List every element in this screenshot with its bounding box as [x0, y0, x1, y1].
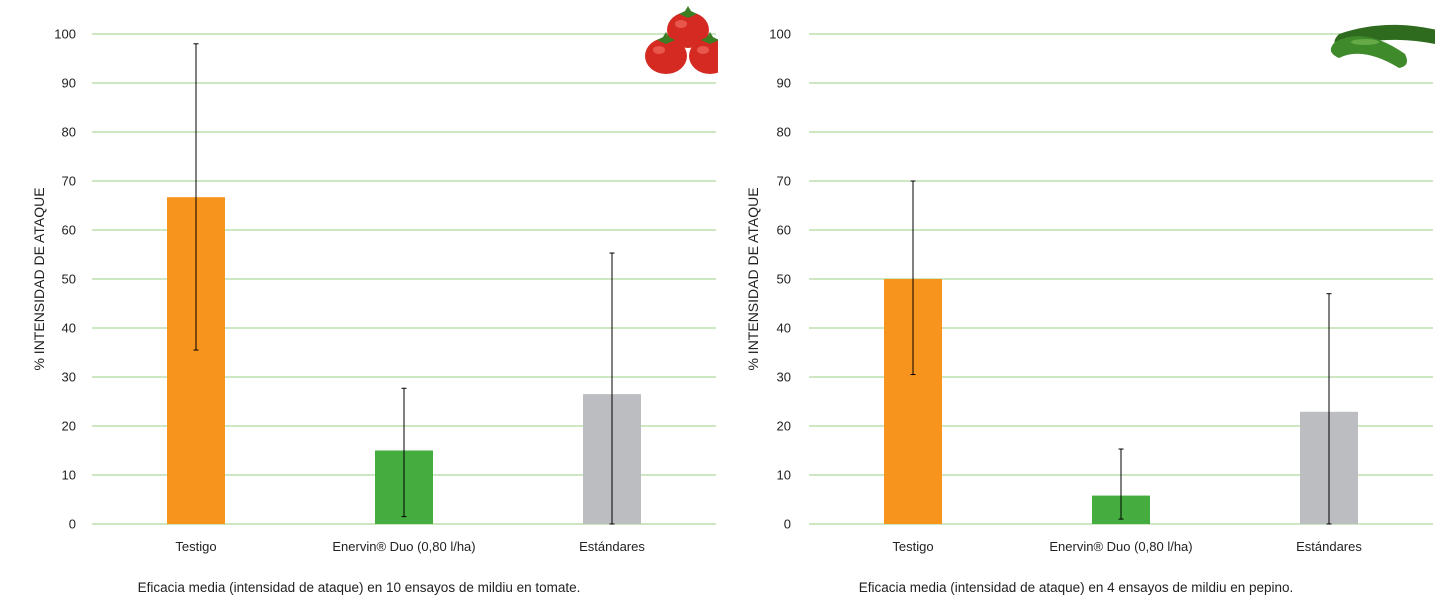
y-tick-label: 40 [62, 321, 76, 336]
x-category-label: Testigo [892, 539, 933, 554]
tomato-calyx [679, 6, 697, 18]
y-tick-label: 0 [69, 517, 76, 532]
tomato-calyx [657, 32, 675, 44]
y-tick-label: 30 [62, 370, 76, 385]
y-tick-label: 10 [62, 468, 76, 483]
chart-panel-cucumber: 0 10 20 30 40 50 60 70 80 90 100 % INTENSIDAD DE AT… [717, 0, 1435, 599]
y-tick-label: 80 [777, 125, 791, 140]
y-tick-label: 90 [62, 76, 76, 91]
tomato-highlight [675, 20, 687, 28]
chart-caption: Eficacia media (intensidad de ataque) en… [858, 580, 1294, 595]
cucumber-body [1330, 36, 1407, 68]
x-category-label: Estándares [579, 539, 645, 554]
tomato-highlight [697, 46, 709, 54]
y-axis-label: % INTENSIDAD DE ATAQUE [31, 187, 47, 370]
y-tick-label: 10 [777, 468, 791, 483]
chart-caption: Eficacia media (intensidad de ataque) en… [137, 580, 581, 595]
bar-chart-tomato: 0 10 20 30 40 50 60 70 80 90 100 % INTENSIDAD DE AT… [31, 6, 718, 554]
cucumber-icon [1330, 24, 1435, 68]
y-tick-label: 100 [769, 27, 791, 42]
y-tick-label: 70 [777, 174, 791, 189]
y-tick-label: 90 [777, 76, 791, 91]
y-tick-label: 80 [62, 125, 76, 140]
tomato-highlight [653, 46, 665, 54]
tomato-icon [645, 6, 718, 74]
tomato-fruit [689, 38, 718, 74]
chart-panel-tomato: 0 10 20 30 40 50 60 70 80 90 100 % INTENSIDAD DE AT… [31, 6, 718, 595]
y-axis-label: % INTENSIDAD DE ATAQUE [745, 187, 761, 370]
cucumber-highlight [1351, 39, 1379, 45]
y-tick-label: 100 [54, 27, 76, 42]
y-tick-label: 40 [777, 321, 791, 336]
y-tick-label: 20 [62, 419, 76, 434]
y-tick-label: 30 [777, 370, 791, 385]
y-tick-label: 0 [784, 517, 791, 532]
x-category-label: Testigo [175, 539, 216, 554]
y-tick-label: 70 [62, 174, 76, 189]
y-tick-label: 20 [777, 419, 791, 434]
y-tick-label: 50 [62, 272, 76, 287]
x-category-label: Enervin® Duo (0,80 l/ha) [332, 539, 475, 554]
y-tick-label: 60 [777, 223, 791, 238]
tomato-calyx [701, 32, 718, 44]
x-category-label: Estándares [1296, 539, 1362, 554]
y-tick-label: 50 [777, 272, 791, 287]
bar-chart-cucumber: 0 10 20 30 40 50 60 70 80 90 100 % INTENSIDAD DE AT… [745, 24, 1435, 554]
y-tick-label: 60 [62, 223, 76, 238]
x-category-label: Enervin® Duo (0,80 l/ha) [1049, 539, 1192, 554]
